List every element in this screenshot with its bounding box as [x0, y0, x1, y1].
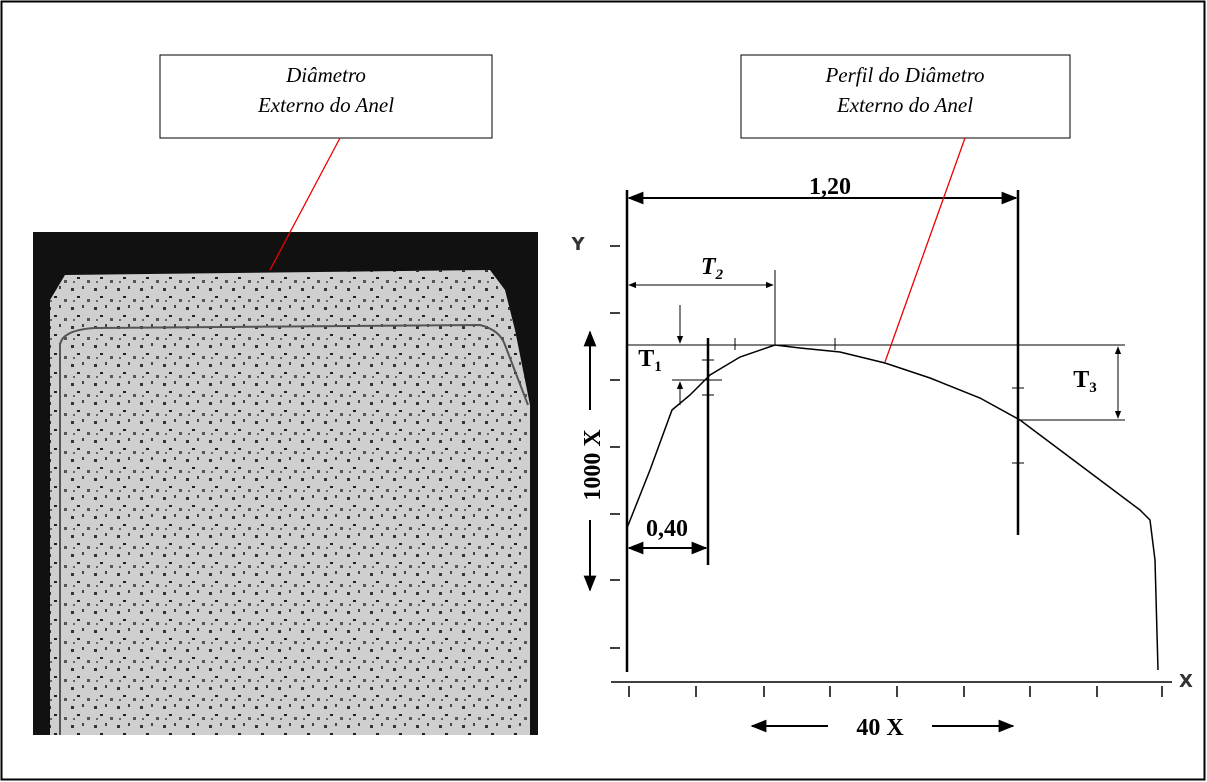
label-text: Externo do Anel: [836, 93, 973, 117]
axis-label: Y: [570, 234, 585, 255]
label-index: 3: [1089, 380, 1097, 396]
label-text: Externo do Anel: [257, 93, 394, 117]
label-letter: T: [701, 254, 717, 280]
label-letter: T: [638, 346, 654, 372]
label-index: 2: [715, 267, 724, 283]
scale-label: 1000 X: [580, 429, 606, 501]
axis-label: X: [1179, 671, 1193, 692]
diagram: Diâmetro Externo do Anel Perfil do Diâme…: [0, 0, 1207, 782]
dimension-label: 0,40: [646, 516, 688, 542]
dimension-label: 1,20: [809, 174, 851, 200]
label-letter: T: [1073, 367, 1089, 393]
scale-label: 40 X: [856, 715, 904, 741]
label-text: Perfil do Diâmetro: [824, 63, 984, 87]
label-text: Diâmetro: [285, 63, 366, 87]
label-index: 1: [654, 359, 662, 375]
photo: [33, 232, 538, 735]
